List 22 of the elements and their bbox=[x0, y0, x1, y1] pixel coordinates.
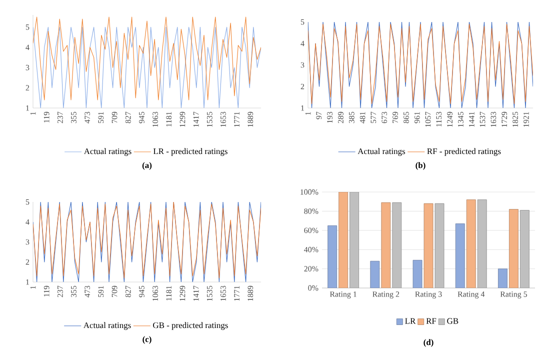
bar bbox=[338, 192, 348, 288]
text: (d) bbox=[424, 339, 434, 347]
legend-label: GB - predicted ratings bbox=[153, 322, 228, 330]
bar bbox=[466, 199, 476, 288]
legend-label: LR bbox=[405, 318, 416, 324]
legend-label: Actual ratings bbox=[84, 148, 132, 156]
text: (a) bbox=[142, 162, 152, 170]
legend-label: RF - predicted ratings bbox=[427, 148, 501, 156]
legend-label: Actual ratings bbox=[83, 322, 131, 330]
legend-label: LR - predicted ratings bbox=[153, 148, 228, 156]
legend-label: Actual ratings bbox=[358, 148, 406, 156]
bar bbox=[509, 209, 518, 288]
text: (c) bbox=[142, 336, 152, 344]
bar bbox=[455, 223, 465, 288]
text: (b) bbox=[416, 162, 426, 170]
bar bbox=[381, 202, 391, 288]
line-series bbox=[33, 16, 262, 100]
bar bbox=[370, 260, 380, 288]
legend-label: GB bbox=[447, 318, 458, 324]
bar bbox=[328, 225, 338, 288]
bar bbox=[498, 268, 508, 288]
legend-label: RF bbox=[426, 318, 436, 324]
